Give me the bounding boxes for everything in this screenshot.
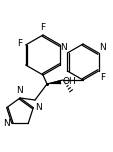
Text: F: F — [100, 73, 105, 82]
Text: N: N — [99, 43, 105, 52]
Text: N: N — [59, 43, 66, 52]
Text: OH: OH — [62, 78, 76, 86]
Text: F: F — [40, 23, 45, 32]
Text: N: N — [3, 119, 10, 128]
Text: F: F — [17, 40, 22, 48]
Polygon shape — [47, 80, 61, 84]
Text: N: N — [16, 86, 23, 95]
Text: N: N — [35, 103, 42, 112]
